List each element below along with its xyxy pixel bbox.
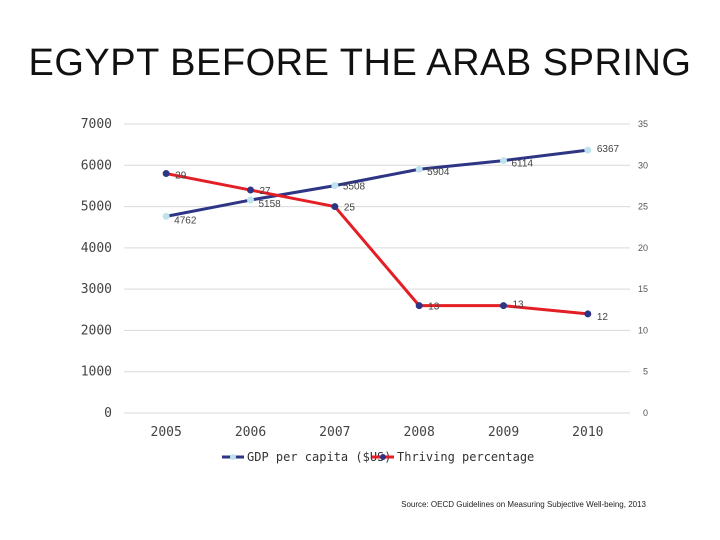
y-right-tick-label: 30: [638, 160, 648, 170]
x-tick-label: 2008: [404, 425, 435, 440]
y-left-tick-label: 3000: [81, 282, 112, 297]
data-point: [331, 203, 339, 211]
data-label: 4762: [174, 215, 197, 226]
y-left-tick-label: 0: [104, 406, 112, 421]
legend: GDP per capita ($US) Thriving percentage: [222, 450, 534, 464]
x-tick-label: 2006: [235, 425, 266, 440]
y-left-tick-label: 7000: [81, 117, 112, 132]
data-point: [162, 212, 170, 220]
legend-label: Thriving percentage: [397, 450, 534, 464]
y-right-tick-label: 10: [638, 325, 648, 335]
gridlines: [124, 123, 630, 414]
data-point: [331, 182, 339, 190]
y-right-tick-label: 5: [643, 367, 648, 377]
legend-label: GDP per capita ($US): [247, 450, 392, 464]
x-tick-label: 2007: [319, 425, 350, 440]
y-right-tick-label: 15: [638, 284, 648, 294]
data-point: [584, 146, 592, 154]
y-left-tick-label: 4000: [81, 241, 112, 256]
data-label: 5508: [343, 182, 366, 193]
data-point: [247, 186, 254, 194]
data-point: [500, 302, 507, 310]
y-right-tick-label: 35: [638, 119, 648, 129]
legend-swatch-marker: [230, 454, 236, 460]
data-label: 25: [344, 203, 356, 214]
left-axis: 0 1000 2000 3000 4000 5000 6000 7000: [81, 117, 112, 421]
y-left-tick-label: 1000: [81, 365, 112, 380]
y-left-tick-label: 5000: [81, 200, 112, 215]
data-label: 13: [428, 302, 440, 313]
y-left-tick-label: 2000: [81, 323, 112, 338]
y-right-tick-label: 25: [638, 202, 648, 212]
x-tick-label: 2005: [151, 425, 182, 440]
series-layer: 4762 5158 5508 5904 6114 6367 29 27 25 13 13 12: [162, 144, 620, 323]
data-point: [162, 170, 170, 178]
x-axis: 2005 2006 2007 2008 2009 2010: [151, 425, 604, 440]
data-label: 27: [260, 186, 272, 197]
slide-title: EGYPT BEFORE THE ARAB SPRING: [28, 42, 692, 84]
data-label: 5904: [427, 167, 450, 178]
right-axis: 0 5 10 15 20 25 30 35: [638, 119, 648, 418]
y-left-tick-label: 6000: [81, 158, 112, 173]
data-label: 5158: [259, 199, 282, 210]
x-tick-label: 2009: [488, 425, 519, 440]
y-right-tick-label: 20: [638, 243, 648, 253]
data-point: [415, 165, 423, 173]
data-point: [247, 196, 254, 204]
source-note: Source: OECD Guidelines on Measuring Sub…: [401, 500, 646, 509]
x-tick-label: 2010: [572, 425, 603, 440]
y-right-tick-label: 0: [643, 408, 648, 418]
legend-swatch-marker: [380, 454, 386, 460]
data-label: 6367: [597, 144, 620, 155]
data-label: 6114: [512, 159, 534, 170]
data-point: [584, 310, 592, 318]
series-line: [165, 172, 588, 316]
data-label: 29: [175, 171, 187, 182]
series-line: [165, 148, 589, 218]
data-point: [415, 302, 423, 310]
data-point: [500, 157, 507, 165]
data-label: 12: [597, 312, 609, 323]
data-label: 13: [513, 300, 525, 311]
